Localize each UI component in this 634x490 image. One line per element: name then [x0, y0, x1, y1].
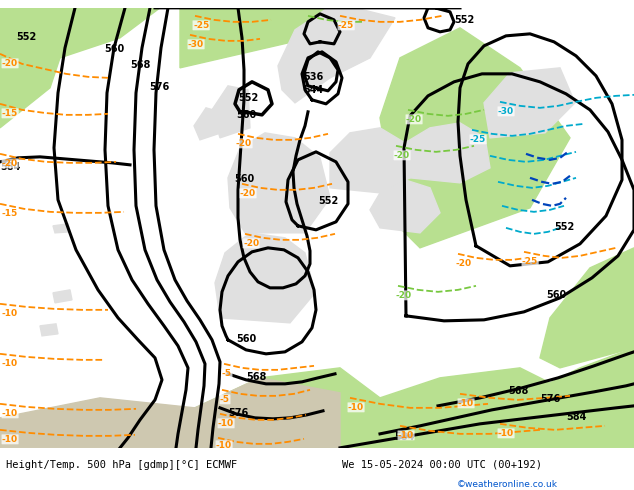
Polygon shape: [194, 108, 220, 140]
Polygon shape: [370, 180, 440, 233]
Text: 552: 552: [238, 93, 258, 103]
Text: -15: -15: [2, 209, 18, 218]
Text: -25: -25: [470, 135, 486, 144]
Text: 560: 560: [236, 110, 256, 120]
Text: -10: -10: [348, 403, 364, 412]
Text: 576: 576: [540, 394, 560, 404]
Text: 584: 584: [394, 432, 415, 442]
Text: -5: -5: [222, 369, 232, 378]
Text: -10: -10: [2, 435, 18, 444]
Polygon shape: [330, 128, 410, 193]
Text: -20: -20: [2, 159, 18, 168]
Polygon shape: [53, 290, 72, 303]
Polygon shape: [380, 28, 570, 248]
Text: 560: 560: [546, 290, 566, 300]
Text: -10: -10: [2, 309, 18, 318]
Text: -10: -10: [398, 431, 414, 440]
Text: -10: -10: [458, 399, 474, 408]
Polygon shape: [350, 368, 560, 448]
Text: 576: 576: [228, 408, 249, 418]
Text: 544: 544: [303, 85, 323, 95]
Text: -10: -10: [216, 441, 232, 450]
Text: -25: -25: [338, 21, 354, 30]
Text: We 15-05-2024 00:00 UTC (00+192): We 15-05-2024 00:00 UTC (00+192): [342, 460, 542, 470]
Text: 568: 568: [508, 386, 528, 396]
Polygon shape: [325, 8, 395, 78]
Text: -10: -10: [2, 359, 18, 368]
Polygon shape: [484, 68, 575, 138]
Polygon shape: [540, 248, 634, 368]
Text: -5: -5: [220, 395, 230, 404]
Text: -20: -20: [2, 59, 18, 68]
Text: -15: -15: [2, 109, 18, 118]
Polygon shape: [0, 398, 195, 448]
Text: 568: 568: [246, 372, 266, 382]
Text: -20: -20: [240, 189, 256, 198]
Text: -25: -25: [193, 21, 209, 30]
Text: Height/Temp. 500 hPa [gdmp][°C] ECMWF: Height/Temp. 500 hPa [gdmp][°C] ECMWF: [6, 460, 238, 470]
Text: 536: 536: [303, 72, 323, 82]
Polygon shape: [500, 348, 634, 448]
Text: 576: 576: [149, 82, 169, 92]
Polygon shape: [215, 233, 315, 323]
Polygon shape: [405, 123, 490, 183]
Polygon shape: [180, 8, 330, 68]
Text: 584: 584: [0, 162, 20, 172]
Text: -20: -20: [396, 291, 412, 300]
Text: 552: 552: [16, 32, 36, 42]
Text: 552: 552: [554, 222, 574, 232]
Text: 552: 552: [318, 196, 339, 206]
Text: 552: 552: [454, 15, 474, 25]
Polygon shape: [228, 133, 330, 233]
Text: -30: -30: [188, 40, 204, 49]
Text: -10: -10: [498, 429, 514, 438]
Polygon shape: [0, 8, 70, 128]
Polygon shape: [195, 368, 380, 448]
Text: -30: -30: [498, 107, 514, 116]
Text: 560: 560: [234, 174, 254, 184]
Text: -25: -25: [522, 257, 538, 266]
Polygon shape: [40, 324, 58, 336]
Text: 560: 560: [104, 44, 124, 54]
Text: ©weatheronline.co.uk: ©weatheronline.co.uk: [456, 480, 557, 489]
Text: -10: -10: [218, 419, 234, 428]
Polygon shape: [195, 378, 340, 448]
Text: -20: -20: [406, 115, 422, 124]
Polygon shape: [278, 10, 355, 103]
Text: -20: -20: [236, 139, 252, 148]
Text: -10: -10: [2, 409, 18, 418]
Text: 568: 568: [130, 60, 150, 70]
Text: -20: -20: [243, 239, 259, 248]
Polygon shape: [53, 224, 70, 233]
Text: -20: -20: [456, 259, 472, 268]
Polygon shape: [212, 86, 250, 138]
Text: 584: 584: [566, 412, 586, 422]
Text: -20: -20: [394, 151, 410, 160]
Polygon shape: [0, 8, 160, 78]
Text: 560: 560: [236, 334, 256, 344]
